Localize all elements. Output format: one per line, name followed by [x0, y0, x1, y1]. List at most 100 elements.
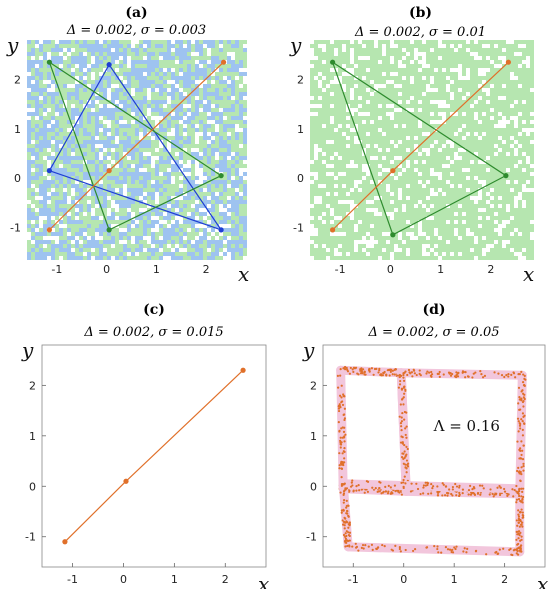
noise-cell [326, 152, 330, 156]
noise-cell [243, 80, 247, 84]
noise-cell [59, 132, 63, 136]
noise-cell [111, 140, 115, 144]
noise-cell [199, 96, 203, 100]
noise-cell [243, 172, 247, 176]
noise-cell [91, 104, 95, 108]
noise-cell [107, 184, 111, 188]
noise-cell [239, 184, 243, 188]
noise-cell [219, 48, 223, 52]
noise-cell [67, 96, 71, 100]
noise-cell [67, 224, 71, 228]
noise-cell [111, 80, 115, 84]
noise-cell [123, 128, 127, 132]
noise-cell [51, 204, 55, 208]
noise-cell [394, 96, 398, 100]
noise-cell [143, 44, 147, 48]
noise-cell [27, 60, 31, 64]
noise-cell [163, 84, 167, 88]
noise-cell [450, 172, 454, 176]
noise-cell [111, 224, 115, 228]
noise-cell [502, 108, 506, 112]
noise-cell [199, 124, 203, 128]
noise-cell [139, 220, 143, 224]
noise-cell [27, 224, 31, 228]
noise-cell [127, 160, 131, 164]
data-point [46, 59, 52, 65]
noise-cell [314, 108, 318, 112]
noise-cell [378, 148, 382, 152]
noise-cell [167, 164, 171, 168]
noise-cell [466, 52, 470, 56]
noise-cell [35, 192, 39, 196]
noise-cell [486, 44, 490, 48]
noise-cell [374, 168, 378, 172]
noise-cell [35, 140, 39, 144]
noise-cell [123, 228, 127, 232]
noise-cell [139, 128, 143, 132]
noise-cell [498, 100, 502, 104]
noise-cell [530, 132, 534, 136]
noise-cell [454, 96, 458, 100]
noise-cell [243, 252, 247, 256]
noise-cell [227, 124, 231, 128]
noise-cell [482, 72, 486, 76]
noise-cell [422, 56, 426, 60]
noise-cell [330, 72, 334, 76]
noise-cell [390, 44, 394, 48]
noise-cell [526, 164, 530, 168]
noise-cell [127, 232, 131, 236]
noise-cell [171, 244, 175, 248]
noise-cell [486, 128, 490, 132]
noise-cell [243, 92, 247, 96]
noise-cell [338, 84, 342, 88]
noise-cell [107, 232, 111, 236]
noise-cell [418, 136, 422, 140]
noise-cell [514, 120, 518, 124]
noise-cell [490, 80, 494, 84]
noise-cell [183, 204, 187, 208]
noise-cell [231, 164, 235, 168]
noise-cell [183, 244, 187, 248]
noise-cell [103, 168, 107, 172]
noise-cell [434, 48, 438, 52]
noise-cell [59, 156, 63, 160]
noise-cell [167, 144, 171, 148]
noise-cell [342, 124, 346, 128]
noise-cell [362, 112, 366, 116]
noise-cell [187, 192, 191, 196]
noise-cell [239, 248, 243, 252]
noise-cell [510, 56, 514, 60]
noise-cell [179, 108, 183, 112]
noise-cell [67, 68, 71, 72]
noise-cell [370, 80, 374, 84]
noise-cell [494, 104, 498, 108]
noise-cell [59, 180, 63, 184]
noise-cell [175, 124, 179, 128]
noise-cell [406, 136, 410, 140]
noise-cell [127, 96, 131, 100]
noise-cell [418, 96, 422, 100]
noise-cell [338, 60, 342, 64]
noise-cell [438, 116, 442, 120]
noise-cell [83, 144, 87, 148]
noise-cell [398, 60, 402, 64]
noise-cell [155, 56, 159, 60]
noise-cell [207, 84, 211, 88]
noise-cell [410, 108, 414, 112]
noise-cell [191, 160, 195, 164]
noise-cell [231, 180, 235, 184]
noise-cell [187, 84, 191, 88]
noise-cell [235, 88, 239, 92]
noise-cell [378, 140, 382, 144]
noise-cell [430, 96, 434, 100]
noise-cell [366, 168, 370, 172]
noise-cell [55, 96, 59, 100]
noise-cell [191, 248, 195, 252]
noise-cell [87, 96, 91, 100]
noise-cell [43, 212, 47, 216]
noise-cell [47, 248, 51, 252]
noise-cell [95, 112, 99, 116]
noise-cell [143, 60, 147, 64]
noise-cell [474, 72, 478, 76]
noise-cell [370, 132, 374, 136]
